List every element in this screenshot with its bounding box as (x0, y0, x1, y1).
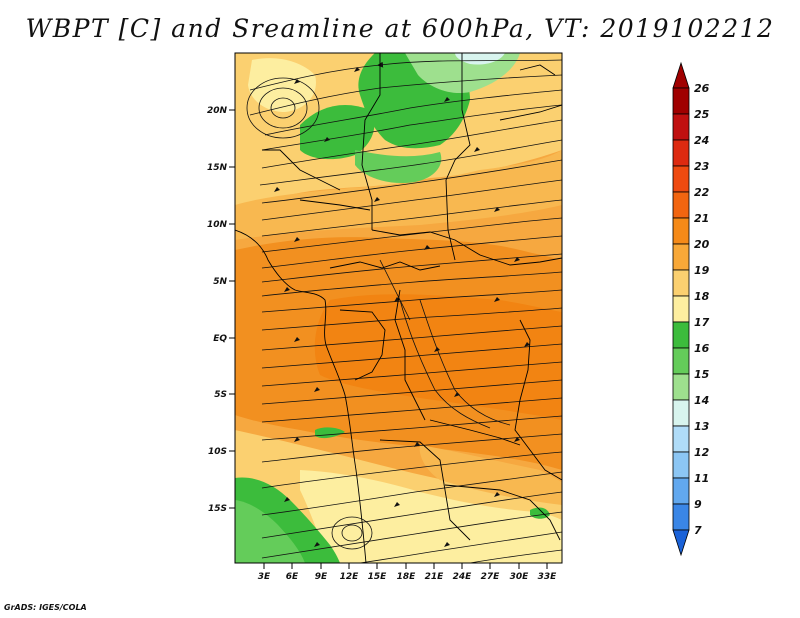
colorbar-label: 14 (694, 394, 709, 407)
colorbar-segment (672, 191, 690, 219)
lon-label: 3E (258, 572, 271, 582)
lat-label: 5N (213, 277, 227, 287)
colorbar-label: 16 (694, 342, 710, 355)
colorbar-label: 22 (694, 186, 710, 199)
colorbar-segment (672, 503, 690, 531)
colorbar-label: 24 (694, 134, 709, 147)
colorbar-segment (672, 165, 690, 193)
lon-label: 24E (453, 572, 473, 582)
colorbar-segment (672, 295, 690, 323)
colorbar-segment (672, 139, 690, 167)
lat-label: 10N (207, 220, 228, 230)
streamlines (246, 59, 562, 563)
lon-label: 12E (340, 572, 360, 582)
colorbar-label: 15 (694, 368, 710, 381)
colorbar-label: 18 (694, 290, 710, 303)
lon-label: 9E (315, 572, 328, 582)
colorbar-segment (672, 399, 690, 427)
lat-label: 20N (207, 106, 228, 116)
colorbar-label: 13 (694, 420, 710, 433)
lat-label: 15S (208, 504, 227, 514)
colorbar-label: 11 (694, 472, 709, 485)
colorbar-segment (672, 321, 690, 349)
colorbar-segment (672, 347, 690, 375)
latitude-axis: 20N 15N 10N 5N EQ 5S 10S 15S (207, 106, 235, 514)
map-title: WBPT [C] and Sreamline at 600hPa, VT: 20… (25, 14, 775, 43)
colorbar-segment (672, 217, 690, 245)
colorbar: 26 25 24 23 22 21 20 19 18 17 16 15 14 1… (672, 61, 710, 557)
colorbar-label: 20 (694, 238, 710, 251)
colorbar-label: 9 (694, 498, 702, 511)
grads-credit: GrADS: IGES/COLA (4, 603, 87, 612)
lon-label: 27E (481, 572, 501, 582)
colorbar-segment (672, 425, 690, 453)
lon-label: 21E (425, 572, 445, 582)
lat-label: 5S (214, 390, 227, 400)
lon-label: 30E (510, 572, 530, 582)
streamline-arrows (274, 67, 530, 547)
colorbar-label: 17 (694, 316, 710, 329)
colorbar-label: 19 (694, 264, 710, 277)
lon-label: 33E (538, 572, 558, 582)
colorbar-label: 12 (694, 446, 710, 459)
country-borders (235, 53, 562, 563)
lat-label: 10S (208, 447, 227, 457)
colorbar-segment (672, 243, 690, 271)
colorbar-label: 26 (694, 82, 710, 95)
colorbar-label: 21 (694, 212, 709, 225)
colorbar-segment (672, 269, 690, 297)
wbpt-shading (235, 53, 562, 563)
lat-label: EQ (213, 334, 227, 344)
colorbar-top-arrow (672, 61, 690, 89)
plot-frame (234, 52, 563, 564)
colorbar-segment (672, 87, 690, 115)
colorbar-label: 7 (694, 524, 702, 537)
colorbar-bottom-arrow (672, 529, 690, 557)
colorbar-segment (672, 113, 690, 141)
colorbar-label: 23 (694, 160, 710, 173)
colorbar-label: 25 (694, 108, 710, 121)
colorbar-segment (672, 373, 690, 401)
colorbar-segment (672, 451, 690, 479)
longitude-axis: 3E 6E 9E 12E 15E 18E 21E 24E 27E 30E 33E (258, 563, 557, 582)
lon-label: 15E (368, 572, 388, 582)
lat-label: 15N (207, 163, 228, 173)
colorbar-segment (672, 477, 690, 505)
lon-label: 6E (286, 572, 299, 582)
lon-label: 18E (397, 572, 417, 582)
